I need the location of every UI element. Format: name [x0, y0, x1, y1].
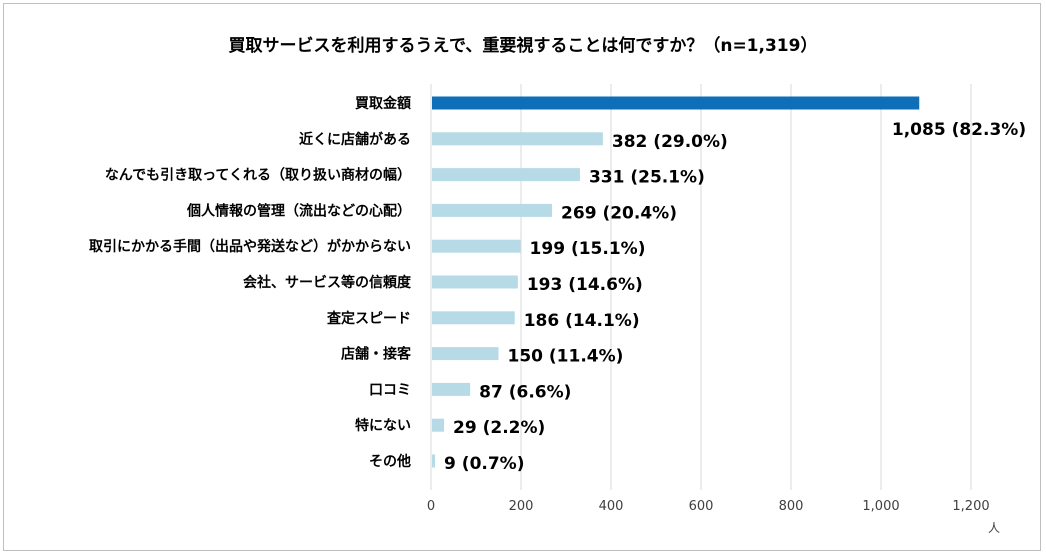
data-label: 9 (0.7%) — [444, 454, 524, 474]
category-label: 個人情報の管理（流出などの心配） — [186, 202, 411, 219]
x-axis-ticks: 0 200 400 600 800 1,000 1,200 — [427, 499, 990, 514]
data-label: 186 (14.1%) — [524, 311, 640, 331]
data-label: 269 (20.4%) — [561, 203, 677, 223]
data-label: 199 (15.1%) — [530, 239, 646, 259]
bars — [432, 96, 920, 468]
x-tick-label: 1,200 — [952, 499, 989, 514]
data-label: 331 (25.1%) — [589, 168, 705, 188]
bar — [432, 239, 521, 253]
bar — [432, 311, 515, 325]
bar — [432, 418, 445, 432]
category-label: その他 — [369, 453, 411, 470]
chart-frame: 買取サービスを利用するうえで、重要視することは何ですか？（n=1,319） 買取… — [3, 3, 1041, 551]
x-tick-label: 600 — [689, 499, 714, 514]
category-label: 買取金額 — [355, 95, 411, 112]
bar — [432, 275, 518, 289]
data-label: 87 (6.6%) — [479, 382, 571, 402]
category-label: 取引にかかる手間（出品や発送など）がかからない — [89, 238, 411, 255]
bar — [432, 347, 499, 361]
bar — [432, 132, 603, 146]
bar — [432, 96, 920, 110]
category-label: なんでも引き取ってくれる（取り扱い商材の幅） — [105, 167, 411, 184]
category-label: 会社、サービス等の信頼度 — [243, 274, 412, 291]
grid-lines — [430, 84, 972, 490]
category-label: 店舗・接客 — [341, 346, 412, 363]
data-label: 1,085 (82.3%) — [892, 120, 1026, 140]
x-tick-label: 0 — [427, 499, 435, 514]
category-label: 査定スピード — [327, 310, 411, 327]
data-label: 150 (11.4%) — [508, 347, 624, 367]
x-axis-unit: 人 — [988, 521, 1000, 535]
category-label: 口コミ — [369, 382, 411, 398]
bar — [432, 382, 471, 396]
data-label: 193 (14.6%) — [527, 275, 643, 295]
bar — [432, 203, 553, 217]
category-label: 近くに店舗がある — [299, 131, 411, 148]
x-tick-label: 200 — [509, 499, 534, 514]
data-label: 29 (2.2%) — [453, 418, 545, 438]
x-tick-label: 800 — [779, 499, 804, 514]
data-labels: 1,085 (82.3%) 382 (29.0%) 331 (25.1%) 269 (… — [444, 120, 1026, 474]
x-tick-label: 1,000 — [862, 499, 899, 514]
data-label: 382 (29.0%) — [612, 132, 728, 152]
bar — [432, 454, 436, 468]
x-tick-label: 400 — [599, 499, 624, 514]
bar-chart: 買取サービスを利用するうえで、重要視することは何ですか？（n=1,319） 買取… — [89, 35, 1026, 535]
chart-title: 買取サービスを利用するうえで、重要視することは何ですか？（n=1,319） — [229, 35, 818, 56]
bar — [432, 168, 580, 182]
category-label: 特にない — [355, 417, 411, 434]
